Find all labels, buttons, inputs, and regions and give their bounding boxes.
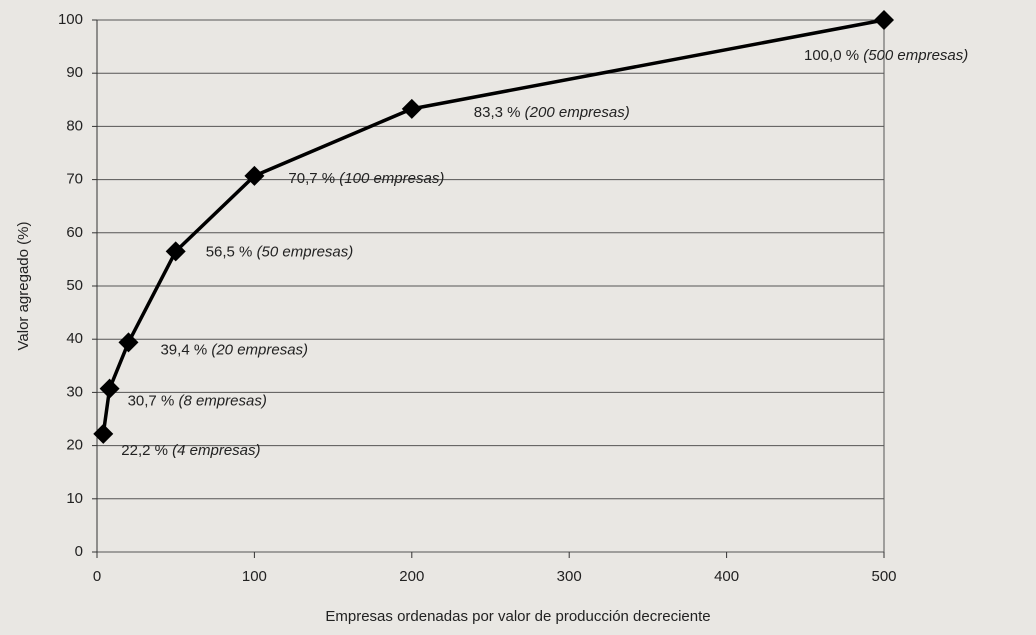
y-tick-label: 20 <box>66 437 83 454</box>
y-tick-label: 80 <box>66 117 83 134</box>
point-note: (20 empresas) <box>211 341 308 358</box>
point-note: (4 empresas) <box>172 442 260 459</box>
y-tick-label: 40 <box>66 330 83 347</box>
point-note: (50 empresas) <box>257 243 354 260</box>
marker <box>165 241 186 262</box>
point-note: (8 empresas) <box>178 393 266 410</box>
x-tick-label: 200 <box>399 568 424 585</box>
data-label: 39,4 % (20 empresas) <box>160 341 308 358</box>
x-axis-label: Empresas ordenadas por valor de producci… <box>325 608 710 625</box>
x-tick-label: 400 <box>714 568 739 585</box>
marker <box>874 10 894 30</box>
data-label: 100,0 % (500 empresas) <box>804 47 968 64</box>
y-tick-label: 100 <box>58 11 83 28</box>
value-label: 100,0 % <box>804 47 859 64</box>
x-tick-label: 300 <box>557 568 582 585</box>
point-note: (200 empresas) <box>525 104 630 121</box>
y-tick-label: 60 <box>66 224 83 241</box>
y-tick-label: 70 <box>66 171 83 188</box>
y-tick-label: 90 <box>66 64 83 81</box>
marker <box>401 98 422 119</box>
data-label: 30,7 % (8 empresas) <box>128 393 267 410</box>
value-label: 22,2 % <box>121 442 168 459</box>
value-label: 39,4 % <box>160 341 207 358</box>
y-tick-label: 0 <box>75 543 83 560</box>
x-tick-label: 500 <box>871 568 896 585</box>
data-label: 70,7 % (100 empresas) <box>288 170 444 187</box>
data-label: 83,3 % (200 empresas) <box>474 104 630 121</box>
marker <box>99 378 120 399</box>
data-label: 56,5 % (50 empresas) <box>206 243 354 260</box>
marker <box>93 423 114 444</box>
y-tick-label: 10 <box>66 490 83 507</box>
point-note: (500 empresas) <box>863 47 968 64</box>
y-tick-label: 50 <box>66 277 83 294</box>
point-note: (100 empresas) <box>339 170 444 187</box>
y-tick-label: 30 <box>66 383 83 400</box>
y-axis-label: Valor agregado (%) <box>15 222 32 351</box>
value-label: 83,3 % <box>474 104 521 121</box>
x-tick-label: 0 <box>93 568 101 585</box>
value-label: 56,5 % <box>206 243 253 260</box>
data-label: 22,2 % (4 empresas) <box>121 442 260 459</box>
marker <box>118 332 139 353</box>
value-label: 30,7 % <box>128 393 175 410</box>
value-label: 70,7 % <box>288 170 335 187</box>
marker <box>244 165 265 186</box>
x-tick-label: 100 <box>242 568 267 585</box>
